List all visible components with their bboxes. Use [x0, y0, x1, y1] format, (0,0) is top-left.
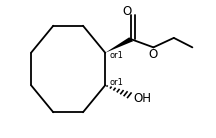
Polygon shape — [105, 37, 133, 53]
Text: OH: OH — [133, 92, 151, 105]
Text: or1: or1 — [110, 51, 124, 60]
Text: O: O — [149, 48, 158, 61]
Text: or1: or1 — [110, 78, 124, 87]
Text: O: O — [122, 5, 131, 18]
